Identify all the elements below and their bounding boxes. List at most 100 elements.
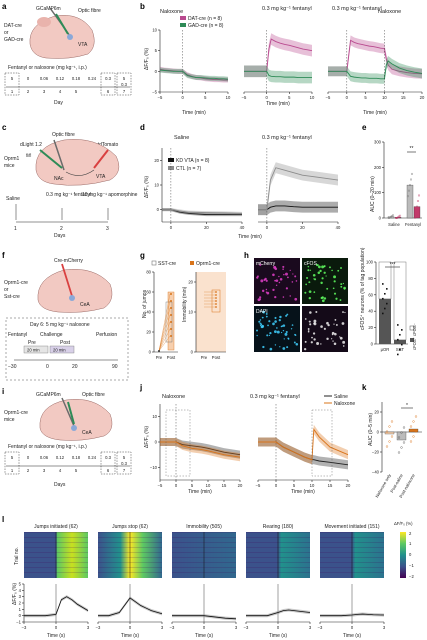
b1-ytick-label-3: −5 xyxy=(152,90,157,95)
h-cell-0-6 xyxy=(278,281,281,284)
h-cell-0-0 xyxy=(275,284,278,287)
l-xtick-label-1-2: 3 xyxy=(161,625,164,630)
j1-xtick-label-5: 20 xyxy=(238,483,243,488)
i-doses-dose-2-0: 0.06 xyxy=(40,455,49,460)
l-cbar-tick-3: 0 xyxy=(409,552,412,557)
l-ylabel: ΔF/F₀ (%) xyxy=(12,583,18,605)
l-trace-2 xyxy=(172,615,237,620)
f-post-window xyxy=(49,345,75,354)
h-ytick-label-1: 80 xyxy=(368,276,373,281)
b1-ytick-label-0: 10 xyxy=(152,28,157,33)
l-xtick-label-1-0: −3 xyxy=(96,625,101,630)
g-xtick-post-2: Post xyxy=(212,355,221,360)
panel-e: e AUC (0–20 min) 300 200 100 0 Saline Fentany… xyxy=(362,123,422,227)
panel-label-c: c xyxy=(2,123,7,132)
l-colorbar xyxy=(400,532,406,578)
e-point-0-0-4 xyxy=(392,214,395,217)
j1-series-1 xyxy=(160,441,241,458)
a-text-fibre: Optic fibre xyxy=(78,8,101,14)
h-cell-2-45 xyxy=(274,344,277,346)
f-protocol-box xyxy=(5,317,129,381)
j1-ytick-label-0: 10 xyxy=(152,414,157,419)
l-xtick-label-3-0: −3 xyxy=(244,625,249,630)
d1-xtick-label-0: 0 xyxy=(170,225,173,230)
g-point-6 xyxy=(170,335,172,337)
a-doses-day-3: 4 xyxy=(59,89,62,94)
c-day-3: 3 xyxy=(106,226,109,232)
b3-xtick-label-2: 5 xyxy=(364,95,367,100)
g-right-point-0 xyxy=(215,291,217,293)
h-cell-2-37 xyxy=(259,324,262,327)
d-legend-ctl-swatch xyxy=(168,166,174,170)
fibre-c xyxy=(53,139,65,171)
h-cell-2-44 xyxy=(266,334,269,337)
h-cell-2-46 xyxy=(276,327,278,329)
b1-series-1 xyxy=(159,69,229,80)
f-text-sst: Sst-cre xyxy=(4,294,20,300)
a-doses-day-2: 3 xyxy=(43,89,46,94)
l-xlabel-0: Time (s) xyxy=(47,633,65,639)
h-cell-2-4 xyxy=(262,345,265,349)
l-xtick-label-1-1: 0 xyxy=(129,625,132,630)
k-ylabel: AUC (0–5 min) xyxy=(368,413,374,446)
f-protocol-perfusion: Perfusion xyxy=(96,332,117,338)
c-timeline-fentanyl: 0.3 mg kg⁻¹ fentanyl xyxy=(46,192,91,198)
e-point-1-1-3 xyxy=(417,200,420,203)
h-cell-0-20 xyxy=(294,275,297,278)
i-doses-dose-7-0: 5 xyxy=(123,455,126,460)
a-doses-box-7 xyxy=(116,72,132,96)
h-cell-2-18 xyxy=(280,331,283,334)
h-cell-1-4 xyxy=(328,266,331,269)
h-cell-0-14 xyxy=(259,298,262,301)
h-cell-3-0 xyxy=(315,310,318,314)
g-point-3 xyxy=(170,314,172,316)
i-text-mice: mice xyxy=(4,417,15,423)
b1-ytick-label-1: 5 xyxy=(155,48,158,53)
h-cell-3-37 xyxy=(326,321,329,325)
g-right-point-4 xyxy=(215,303,217,305)
d1-ytick-label-2: 0 xyxy=(157,207,160,212)
g-left-ytick-label-1: 60 xyxy=(146,290,151,295)
b-sub-fentanyl-1: 0.3 mg kg⁻¹ fentanyl xyxy=(262,6,312,12)
h-xtick-label-0: μOR xyxy=(381,347,390,352)
mouse-ear-a xyxy=(37,17,51,27)
h-cell-3-39 xyxy=(331,333,334,336)
i-doses-dose-4-0: 0.18 xyxy=(72,455,81,460)
h-cell-3-24 xyxy=(326,337,329,341)
h-cell-1-5 xyxy=(308,281,311,284)
h-cell-1-32 xyxy=(337,269,340,272)
b1-xtick-label-2: 5 xyxy=(204,95,207,100)
a-text-gad: GAD-cre xyxy=(4,37,24,43)
l-xlabel-3: Time (s) xyxy=(269,633,287,639)
b-legend-gad-swatch xyxy=(180,23,186,27)
j2-window xyxy=(311,409,333,477)
f-tick-4: 90 xyxy=(112,364,118,370)
l-xtick-label-0-2: 3 xyxy=(87,625,90,630)
h-cell-2-17 xyxy=(269,347,273,351)
h-channel-dapi: DAPI xyxy=(256,309,268,315)
h-cell-3-16 xyxy=(320,343,322,345)
k-point-2-3 xyxy=(409,425,413,428)
d1-series-1 xyxy=(162,209,243,214)
h-cell-1-10 xyxy=(307,265,310,268)
j1-xtick-label-4: 15 xyxy=(222,483,227,488)
h-cell-0-16 xyxy=(279,277,283,281)
a-doses-day-7: 7 xyxy=(123,89,126,94)
h-cell-2-42 xyxy=(282,324,286,327)
g-pair-line-1 xyxy=(158,300,171,352)
h-channel-mcherry: mCherry xyxy=(256,261,276,267)
panel-label-j: j xyxy=(139,383,142,392)
h-point-1-6 xyxy=(397,324,399,326)
j-legend-naloxone: Naloxone xyxy=(334,401,355,407)
h-cell-3-31 xyxy=(335,324,338,326)
c-text-dlight: dLight 1.2 xyxy=(20,142,42,148)
h-bar-neg-0 xyxy=(378,261,392,300)
cea-site-i xyxy=(71,425,77,431)
k-sig-label: * xyxy=(406,403,408,409)
h-cell-3-4 xyxy=(332,340,334,342)
panel-label-h: h xyxy=(244,251,249,260)
i-doses-dose-0-0: 5 xyxy=(11,455,14,460)
vta-site-a xyxy=(67,34,73,40)
e-point-1-0-3 xyxy=(410,178,413,181)
h-cell-3-18 xyxy=(339,336,341,338)
